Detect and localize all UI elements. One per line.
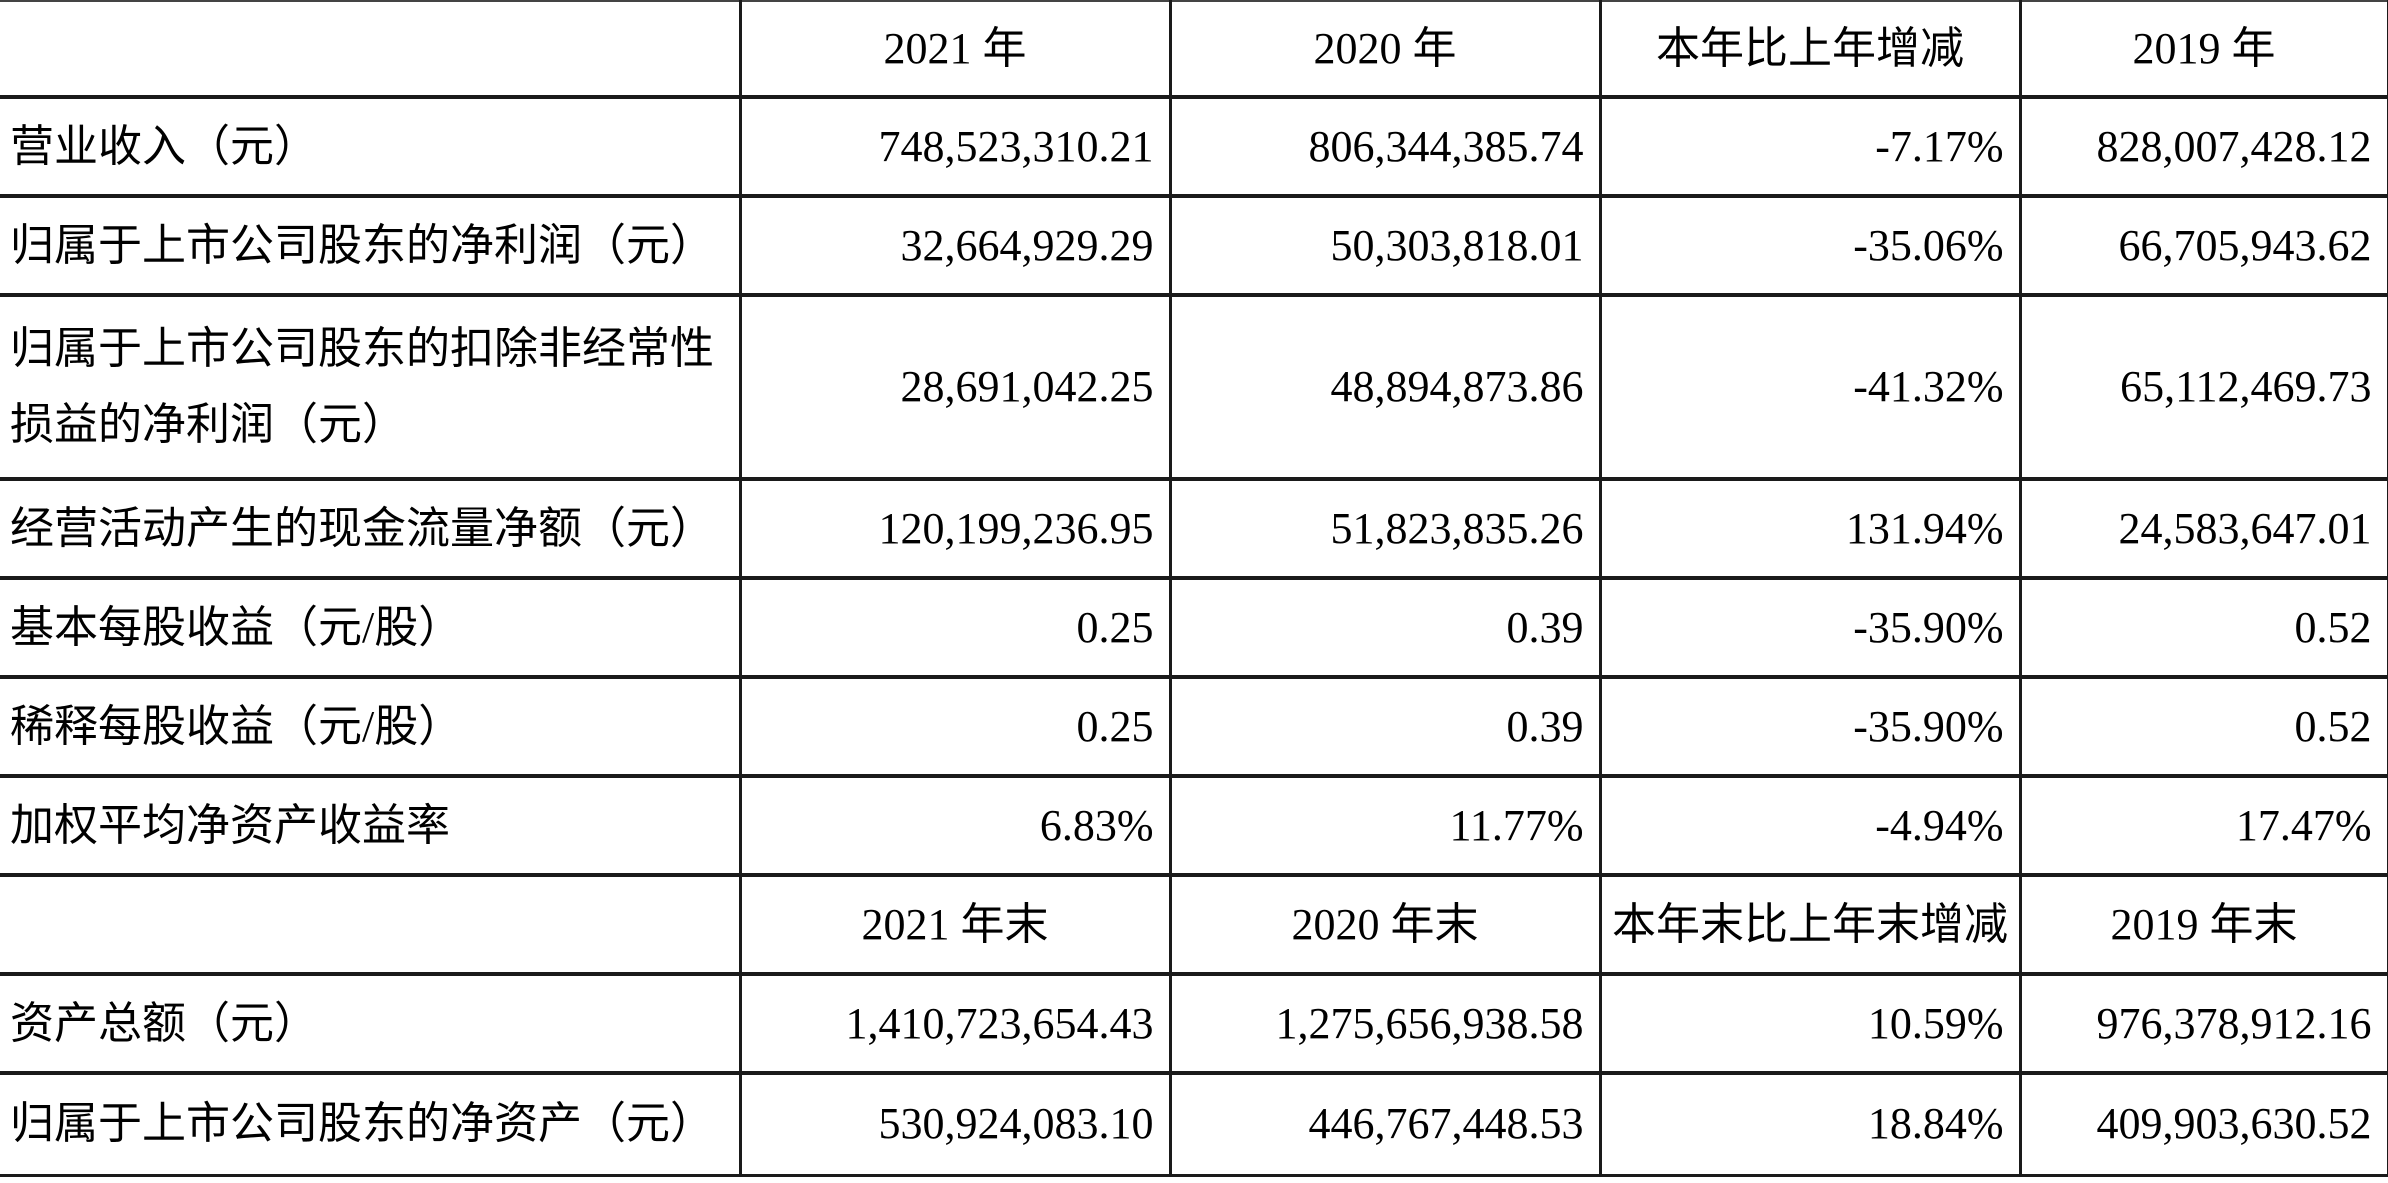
value-yoy-change: 131.94% xyxy=(1598,477,2022,580)
corner-cell xyxy=(0,0,742,99)
column-header-2021-end: 2021 年末 xyxy=(738,873,1172,976)
row-label: 资产总额（元） xyxy=(0,972,742,1075)
value-2019: 17.47% xyxy=(2018,774,2388,877)
value-2019: 0.52 xyxy=(2018,675,2388,778)
row-label: 归属于上市公司股东的扣除非经常性损益的净利润（元） xyxy=(0,293,742,481)
value-2019-end: 976,378,912.16 xyxy=(2018,972,2388,1075)
value-2019: 24,583,647.01 xyxy=(2018,477,2388,580)
row-label: 营业收入（元） xyxy=(0,95,742,198)
column-header-2019-end: 2019 年末 xyxy=(2018,873,2388,976)
value-2021: 28,691,042.25 xyxy=(738,293,1172,481)
value-2020: 11.77% xyxy=(1168,774,1602,877)
corner-cell xyxy=(0,873,742,976)
value-2021: 0.25 xyxy=(738,675,1172,778)
value-2021: 120,199,236.95 xyxy=(738,477,1172,580)
value-2020: 48,894,873.86 xyxy=(1168,293,1602,481)
value-2020-end: 1,275,656,938.58 xyxy=(1168,972,1602,1075)
value-yoy-change: -7.17% xyxy=(1598,95,2022,198)
value-yoy-end-change: 18.84% xyxy=(1598,1071,2022,1177)
column-header-2020: 2020 年 xyxy=(1168,0,1602,99)
table-row-diluted-eps: 稀释每股收益（元/股） 0.25 0.39 -35.90% 0.52 xyxy=(0,675,2388,778)
column-header-2020-end: 2020 年末 xyxy=(1168,873,1602,976)
row-label: 稀释每股收益（元/股） xyxy=(0,675,742,778)
value-2019: 65,112,469.73 xyxy=(2018,293,2388,481)
value-2021: 748,523,310.21 xyxy=(738,95,1172,198)
row-label: 归属于上市公司股东的净利润（元） xyxy=(0,194,742,297)
table-row-basic-eps: 基本每股收益（元/股） 0.25 0.39 -35.90% 0.52 xyxy=(0,576,2388,679)
row-label: 基本每股收益（元/股） xyxy=(0,576,742,679)
value-2020: 0.39 xyxy=(1168,675,1602,778)
row-label: 归属于上市公司股东的净资产（元） xyxy=(0,1071,742,1177)
value-2020-end: 446,767,448.53 xyxy=(1168,1071,1602,1177)
table-row-operating-revenue: 营业收入（元） 748,523,310.21 806,344,385.74 -7… xyxy=(0,95,2388,198)
table-row-total-assets: 资产总额（元） 1,410,723,654.43 1,275,656,938.5… xyxy=(0,972,2388,1075)
value-2019: 0.52 xyxy=(2018,576,2388,679)
value-2021: 0.25 xyxy=(738,576,1172,679)
table-row-net-profit-excl-nonrecurring: 归属于上市公司股东的扣除非经常性损益的净利润（元） 28,691,042.25 … xyxy=(0,293,2388,481)
value-2020: 50,303,818.01 xyxy=(1168,194,1602,297)
row-label: 经营活动产生的现金流量净额（元） xyxy=(0,477,742,580)
value-2021-end: 1,410,723,654.43 xyxy=(738,972,1172,1075)
value-yoy-change: -35.90% xyxy=(1598,576,2022,679)
value-yoy-end-change: 10.59% xyxy=(1598,972,2022,1075)
value-2019-end: 409,903,630.52 xyxy=(2018,1071,2388,1177)
table-row-header-annual: 2021 年 2020 年 本年比上年增减 2019 年 xyxy=(0,0,2388,99)
value-yoy-change: -35.06% xyxy=(1598,194,2022,297)
table-row-header-period-end: 2021 年末 2020 年末 本年末比上年末增减 2019 年末 xyxy=(0,873,2388,976)
value-yoy-change: -41.32% xyxy=(1598,293,2022,481)
value-2021: 32,664,929.29 xyxy=(738,194,1172,297)
column-header-yoy-end-change: 本年末比上年末增减 xyxy=(1598,873,2022,976)
value-yoy-change: -4.94% xyxy=(1598,774,2022,877)
table-row-operating-cash-flow: 经营活动产生的现金流量净额（元） 120,199,236.95 51,823,8… xyxy=(0,477,2388,580)
column-header-yoy-change: 本年比上年增减 xyxy=(1598,0,2022,99)
value-2019: 66,705,943.62 xyxy=(2018,194,2388,297)
column-header-2021: 2021 年 xyxy=(738,0,1172,99)
value-2021: 6.83% xyxy=(738,774,1172,877)
value-yoy-change: -35.90% xyxy=(1598,675,2022,778)
table-row-weighted-avg-roe: 加权平均净资产收益率 6.83% 11.77% -4.94% 17.47% xyxy=(0,774,2388,877)
value-2020: 51,823,835.26 xyxy=(1168,477,1602,580)
column-header-2019: 2019 年 xyxy=(2018,0,2388,99)
value-2019: 828,007,428.12 xyxy=(2018,95,2388,198)
value-2020: 0.39 xyxy=(1168,576,1602,679)
table-row-net-profit: 归属于上市公司股东的净利润（元） 32,664,929.29 50,303,81… xyxy=(0,194,2388,297)
table-row-net-assets: 归属于上市公司股东的净资产（元） 530,924,083.10 446,767,… xyxy=(0,1071,2388,1177)
row-label: 加权平均净资产收益率 xyxy=(0,774,742,877)
value-2020: 806,344,385.74 xyxy=(1168,95,1602,198)
value-2021-end: 530,924,083.10 xyxy=(738,1071,1172,1177)
